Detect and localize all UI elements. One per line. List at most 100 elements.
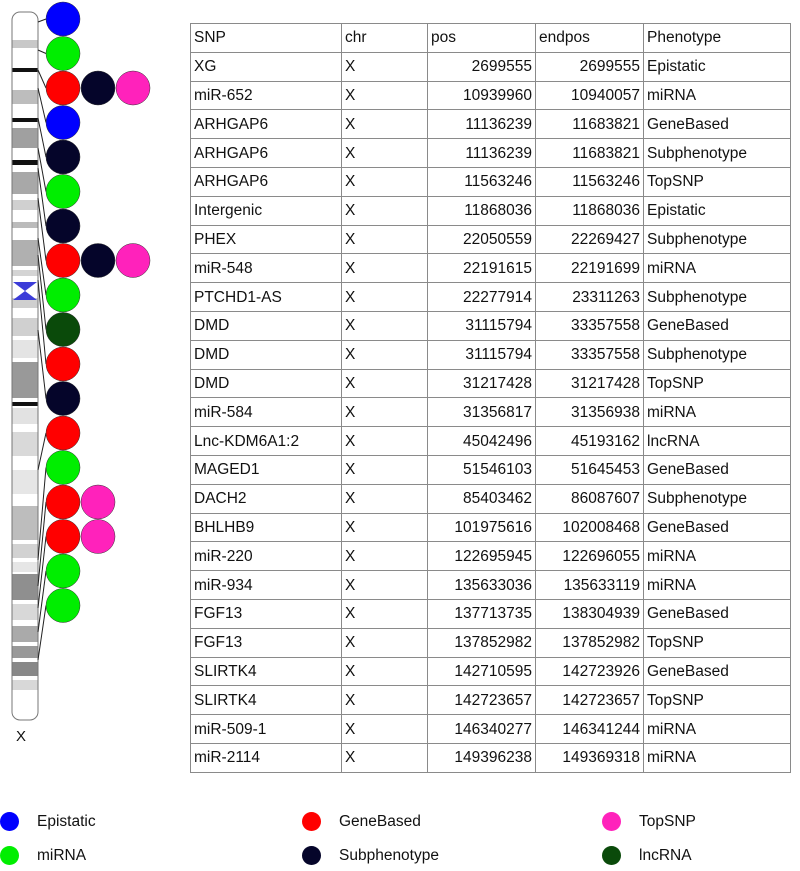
marker-subphenotype xyxy=(45,381,81,416)
legend-item-mirna: miRNA xyxy=(0,846,86,865)
snp-cell: DMD xyxy=(190,368,342,399)
cytoband xyxy=(12,470,38,494)
phenotype-cell: miRNA xyxy=(643,80,791,111)
cytoband xyxy=(12,432,38,456)
endpos-cell: 146341244 xyxy=(535,714,644,744)
phenotype-cell: TopSNP xyxy=(643,685,791,716)
marker-mirna xyxy=(45,277,81,313)
phenotype-cell: Subphenotype xyxy=(643,138,791,168)
snp-table-body: XG X 2699555 2699555 Epistatic miR-652 X 109399… xyxy=(190,51,791,773)
table-row: FGF13 X 137852982 137852982 TopSNP xyxy=(190,627,791,658)
snp-cell: SLIRTK4 xyxy=(190,685,342,716)
table-row: DACH2 X 85403462 86087607 Subphenotype xyxy=(190,483,791,514)
table-row: miR-220 X 122695945 122696055 miRNA xyxy=(190,541,791,572)
cytoband xyxy=(12,270,38,276)
table-row: PTCHD1-AS X 22277914 23311263 Subphenotype xyxy=(190,282,791,312)
marker-subphenotype xyxy=(45,139,81,175)
marker-mirna xyxy=(45,588,81,623)
cytoband xyxy=(12,40,38,48)
endpos-cell: 138304939 xyxy=(535,598,644,629)
legend: Epistatic miRNA GeneBased Subphenotype TopSN… xyxy=(0,800,800,871)
phenotype-cell: miRNA xyxy=(643,714,791,744)
connector-line xyxy=(37,432,47,471)
table-row: ARHGAP6 X 11136239 11683821 GeneBased xyxy=(190,109,791,140)
snp-cell: DMD xyxy=(190,310,342,341)
chr-cell: X xyxy=(341,109,428,140)
connector-line xyxy=(37,570,47,633)
legend-dot-icon xyxy=(0,812,19,831)
cytoband xyxy=(12,626,38,642)
endpos-cell: 22191699 xyxy=(535,253,644,284)
chromosome-label: X xyxy=(16,728,27,745)
phenotype-cell: TopSNP xyxy=(643,627,791,658)
phenotype-cell: Subphenotype xyxy=(643,282,791,312)
marker-genebased xyxy=(45,70,81,106)
endpos-cell: 31217428 xyxy=(535,368,644,399)
connector-line xyxy=(37,467,47,561)
header-phenotype: Phenotype xyxy=(643,23,791,53)
chr-cell: X xyxy=(341,714,428,744)
endpos-cell: 149369318 xyxy=(535,742,644,773)
phenotype-cell: GeneBased xyxy=(643,598,791,629)
chr-cell: X xyxy=(341,138,428,168)
snp-cell: ARHGAP6 xyxy=(190,138,342,168)
endpos-cell: 122696055 xyxy=(535,541,644,572)
header-chr: chr xyxy=(341,23,428,53)
snp-table-head: SNP chr pos endpos Phenotype xyxy=(190,23,791,53)
connector-line xyxy=(37,279,47,365)
connector-line xyxy=(37,329,47,399)
cytoband xyxy=(12,118,38,122)
phenotype-cell: miRNA xyxy=(643,397,791,428)
cytoband xyxy=(12,402,38,406)
cytoband xyxy=(12,200,38,210)
marker-topsnp xyxy=(115,243,151,278)
endpos-cell: 2699555 xyxy=(535,51,644,82)
marker-mirna xyxy=(45,36,81,71)
pos-cell: 31115794 xyxy=(427,339,536,370)
snp-cell: miR-934 xyxy=(190,570,342,600)
pos-cell: 135633036 xyxy=(427,570,536,600)
connector-line xyxy=(37,605,47,661)
phenotype-cell: miRNA xyxy=(643,570,791,600)
table-row: miR-2114 X 149396238 149369318 miRNA xyxy=(190,742,791,773)
endpos-cell: 31356938 xyxy=(535,397,644,428)
table-row: miR-934 X 135633036 135633119 miRNA xyxy=(190,570,791,600)
cytoband xyxy=(12,160,38,165)
cytoband xyxy=(12,680,38,690)
chr-cell: X xyxy=(341,598,428,629)
marker-topsnp xyxy=(80,484,116,520)
snp-cell: miR-509-1 xyxy=(190,714,342,744)
cytoband xyxy=(12,574,38,600)
chr-cell: X xyxy=(341,627,428,658)
pos-cell: 142723657 xyxy=(427,685,536,716)
snp-cell: DACH2 xyxy=(190,483,342,514)
table-row: ARHGAP6 X 11136239 11683821 Subphenotype xyxy=(190,138,791,168)
table-row: DMD X 31115794 33357558 GeneBased xyxy=(190,310,791,341)
endpos-cell: 11683821 xyxy=(535,109,644,140)
pos-cell: 22191615 xyxy=(427,253,536,284)
connector-line xyxy=(37,254,47,330)
snp-cell: XG xyxy=(190,51,342,82)
pos-cell: 146340277 xyxy=(427,714,536,744)
endpos-cell: 11868036 xyxy=(535,195,644,226)
table-row: DMD X 31115794 33357558 Subphenotype xyxy=(190,339,791,370)
chr-cell: X xyxy=(341,339,428,370)
table-row: miR-509-1 X 146340277 146341244 miRNA xyxy=(190,714,791,744)
phenotype-cell: Epistatic xyxy=(643,51,791,82)
cytoband xyxy=(12,646,38,658)
endpos-cell: 33357558 xyxy=(535,339,644,370)
chr-cell: X xyxy=(341,195,428,226)
pos-cell: 10939960 xyxy=(427,80,536,111)
table-row: miR-584 X 31356817 31356938 miRNA xyxy=(190,397,791,428)
snp-cell: FGF13 xyxy=(190,598,342,629)
connector-line xyxy=(37,147,47,192)
connector-line xyxy=(37,87,47,123)
centromere xyxy=(13,282,37,300)
connector-line xyxy=(37,69,47,89)
chromosome-ideogram xyxy=(11,1,151,721)
snp-cell: Lnc-KDM6A1:2 xyxy=(190,426,342,456)
marker-mirna xyxy=(45,450,81,485)
chr-cell: X xyxy=(341,282,428,312)
marker-epistatic xyxy=(45,105,81,140)
pos-cell: 149396238 xyxy=(427,742,536,773)
